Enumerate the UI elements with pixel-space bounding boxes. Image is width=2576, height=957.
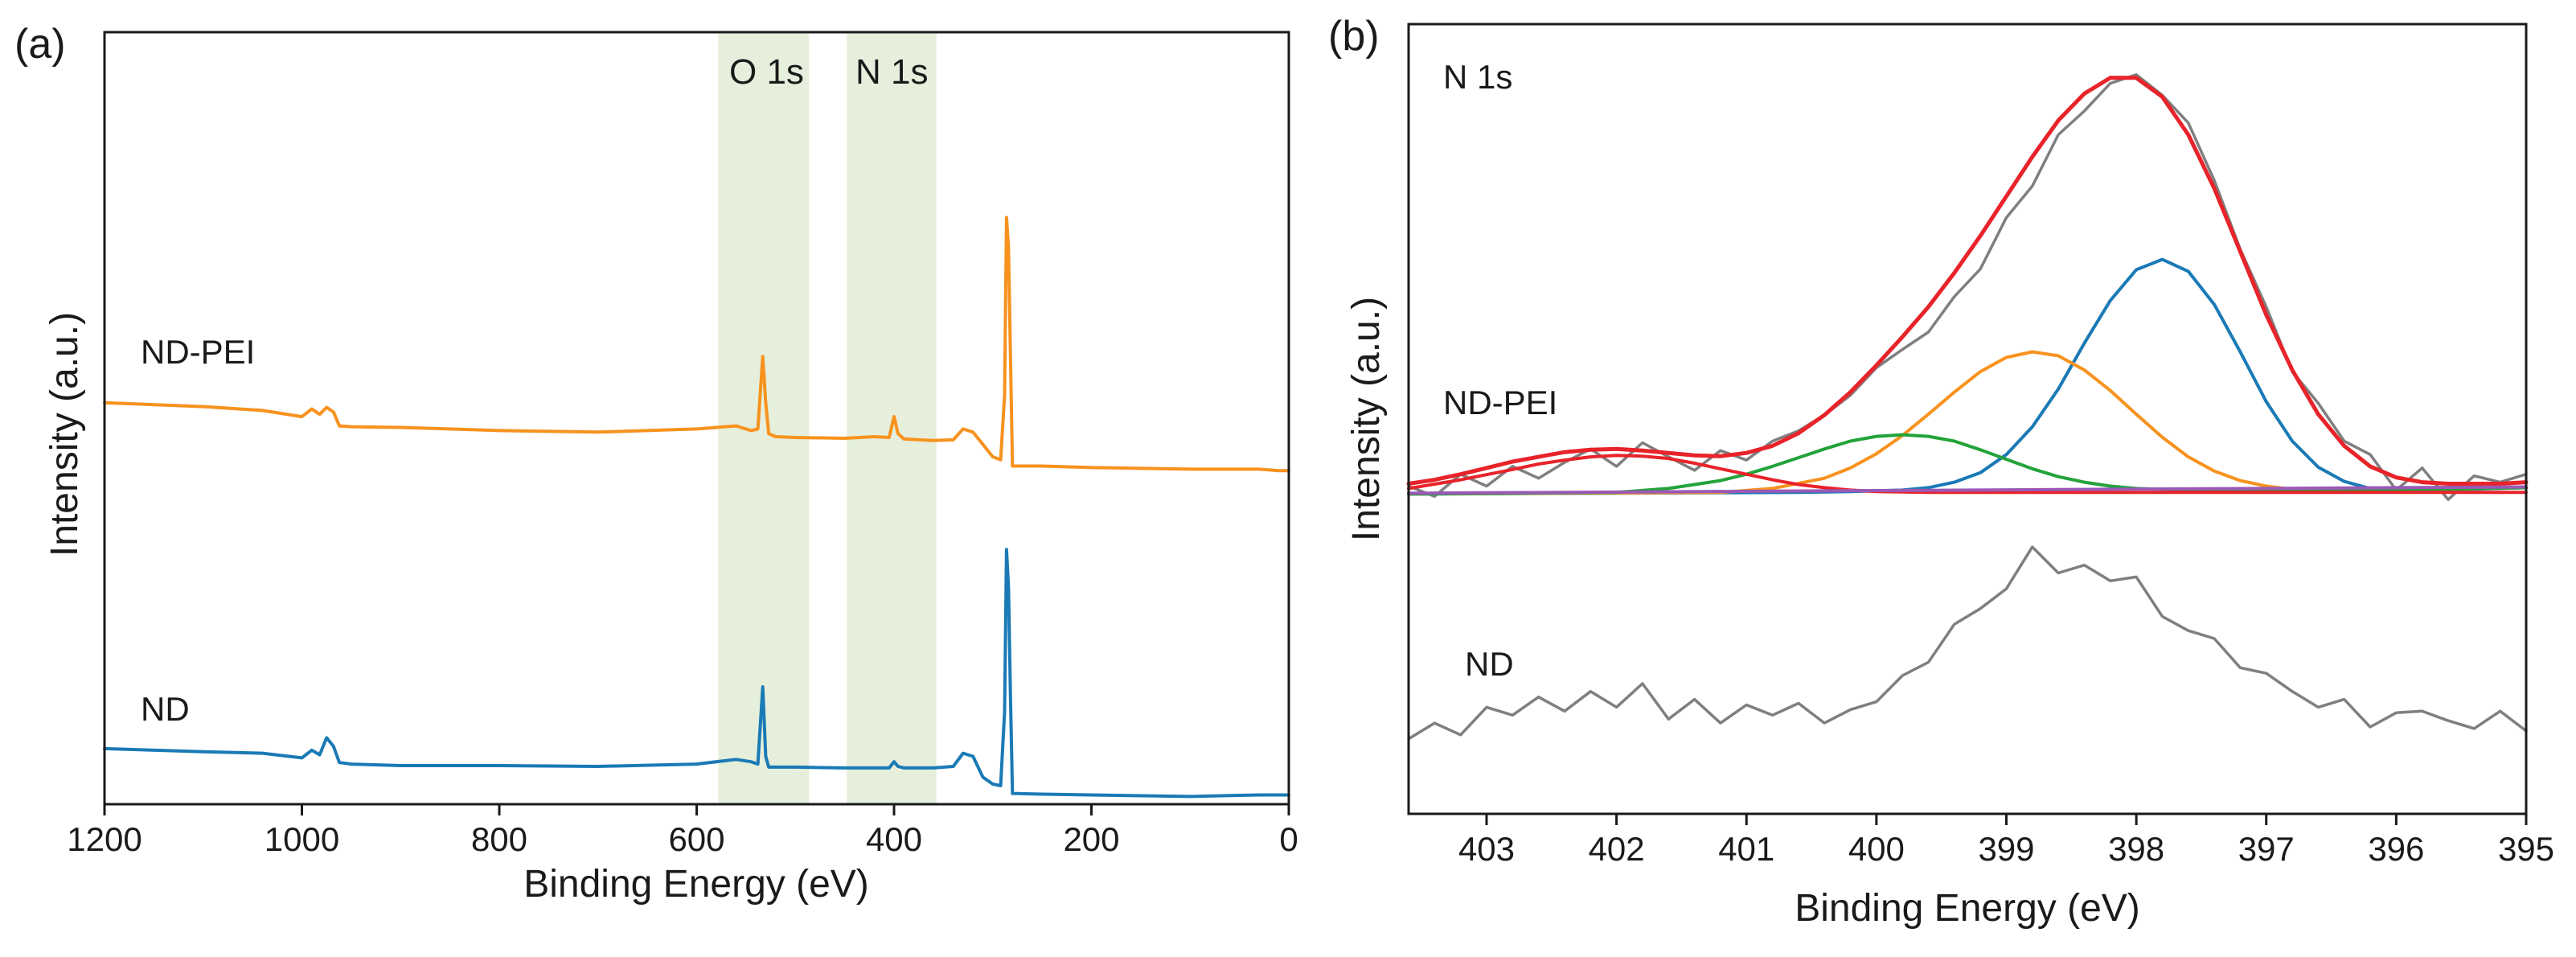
b-plot-frame: [1407, 23, 2528, 815]
a-y-axis-title: Intensity (a.u.): [43, 312, 86, 557]
a-highlight-bands: [718, 32, 937, 804]
a-curve-label-nd: ND: [141, 690, 190, 728]
a-series-nd-pei-0: [103, 216, 1290, 473]
a-x-axis-title: Binding Energy (eV): [523, 863, 869, 906]
a-x-tick-label: 800: [471, 820, 527, 858]
b-x-tick-label: 397: [2238, 830, 2295, 868]
b-curve-label-ndpei: ND-PEI: [1443, 384, 1557, 421]
a-x-tick-label: 1200: [67, 820, 142, 858]
panel-b-label: (b): [1328, 13, 1380, 60]
a-band-label-o1s: O 1s: [729, 52, 804, 92]
a-band-n-1s: [847, 32, 937, 804]
b-x-tick-label: 395: [2498, 830, 2554, 868]
a-band-label-n1s: N 1s: [855, 52, 928, 92]
b-series-nd-7: [1407, 545, 2528, 741]
a-x-axis-ticks: 1200 1000 800 600 400 200 0: [67, 804, 1298, 858]
b-x-tick-label: 400: [1848, 830, 1905, 868]
b-series-baseline-6: [1407, 485, 2528, 495]
b-x-axis-ticks: 403 402 401 400 399 398 397 396 395: [1458, 814, 2554, 868]
b-series-group: [1406, 73, 2529, 741]
b-x-tick-label: 403: [1458, 830, 1515, 868]
a-x-tick-label: 0: [1279, 820, 1298, 858]
a-curve-label-ndpei: ND-PEI: [141, 333, 255, 371]
b-series-nd-pei-0: [1407, 73, 2528, 501]
b-x-tick-label: 402: [1589, 830, 1645, 868]
b-annotation-n1s: N 1s: [1443, 58, 1512, 96]
b-x-axis-title: Binding Energy (eV): [1795, 887, 2140, 930]
b-x-tick-label: 398: [2108, 830, 2164, 868]
b-curve-label-nd: ND: [1465, 645, 1514, 683]
b-series-component-2-3: [1407, 350, 2528, 496]
a-x-tick-label: 600: [668, 820, 724, 858]
b-x-tick-label: 396: [2368, 830, 2424, 868]
b-x-tick-label: 399: [1978, 830, 2034, 868]
a-plot-frame: [103, 31, 1290, 806]
a-x-tick-label: 400: [866, 820, 922, 858]
a-series-group: [103, 216, 1290, 799]
a-x-tick-label: 1000: [265, 820, 339, 858]
panel-a-label: (a): [14, 21, 66, 68]
b-y-axis-title: Intensity (a.u.): [1345, 297, 1388, 541]
b-x-tick-label: 401: [1718, 830, 1774, 868]
a-series-nd-1: [103, 548, 1290, 799]
a-x-tick-label: 200: [1063, 820, 1119, 858]
a-band-o-1s: [718, 32, 810, 804]
panel-b: (b) N 1s 403 402 401 400 399 398 397 396 395 ND-…: [1328, 13, 2554, 930]
panel-a: (a) O 1s N 1s 1200 1000 800 600 400 200 0 ND-P…: [14, 21, 1298, 906]
b-series-fit-envelope-1: [1406, 76, 2529, 486]
